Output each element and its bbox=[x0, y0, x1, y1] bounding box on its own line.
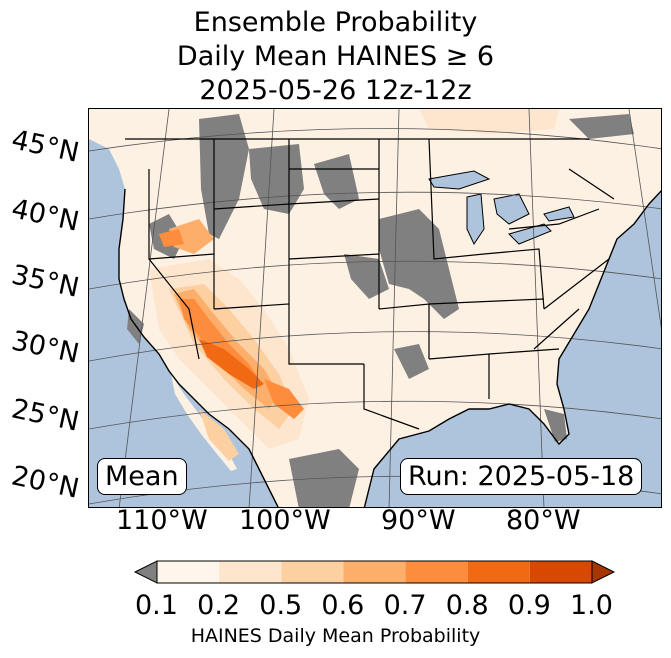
conus-map bbox=[89, 109, 661, 507]
stat-label: Mean bbox=[97, 458, 187, 495]
colorbar-tick-label: 0.8 bbox=[445, 590, 489, 621]
colorbar-outline bbox=[156, 560, 593, 584]
colorbar-tick-label: 1.0 bbox=[570, 590, 613, 621]
colorbar-over-arrow bbox=[591, 560, 616, 584]
coastline bbox=[118, 188, 661, 507]
title-line-1: Ensemble Probability bbox=[193, 7, 478, 38]
colorbar-tick-label: 0.5 bbox=[259, 590, 303, 621]
colorbar-bin bbox=[343, 561, 406, 583]
colorbar-tick-label: 0.9 bbox=[507, 590, 551, 621]
state-borders bbox=[125, 138, 615, 430]
probability-shading bbox=[149, 109, 559, 461]
colorbar-bins bbox=[157, 561, 592, 583]
colorbar-tick-label: 0.6 bbox=[321, 590, 365, 621]
lon-label-100: 100°W bbox=[239, 505, 331, 536]
colorbar-bin bbox=[529, 561, 592, 583]
run-label: Run: 2025-05-18 bbox=[400, 458, 643, 495]
map-panel bbox=[88, 108, 662, 508]
lon-label-80: 80°W bbox=[506, 505, 581, 536]
colorbar-bin bbox=[405, 561, 468, 583]
title-line-2: Daily Mean HAINES ≥ 6 bbox=[176, 41, 495, 72]
lon-label-110: 110°W bbox=[116, 505, 208, 536]
lon-label-90: 90°W bbox=[381, 505, 456, 536]
great-lakes bbox=[428, 170, 575, 246]
colorbar-bin bbox=[281, 561, 344, 583]
colorbar-tick-label: 0.1 bbox=[135, 590, 178, 621]
title-line-3: 2025-05-26 12z-12z bbox=[199, 75, 472, 106]
colorbar-tick-label: 0.7 bbox=[383, 590, 427, 621]
colorbar-bin bbox=[157, 561, 220, 583]
colorbar-under-arrow bbox=[133, 560, 158, 584]
colorbar-label: HAINES Daily Mean Probability bbox=[190, 625, 481, 647]
colorbar-bin bbox=[467, 561, 530, 583]
colorbar-tick-label: 0.2 bbox=[197, 590, 241, 621]
colorbar-bin bbox=[219, 561, 282, 583]
no-data-regions bbox=[127, 114, 634, 507]
